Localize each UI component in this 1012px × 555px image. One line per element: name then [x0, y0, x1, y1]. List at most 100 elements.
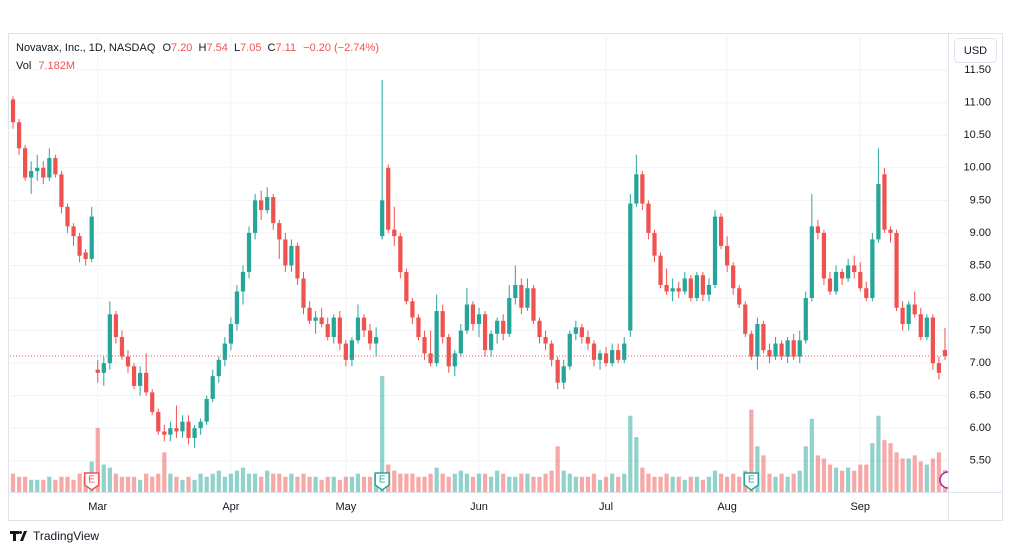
candle-body [858, 271, 863, 289]
candle-body [295, 245, 300, 279]
volume-bar [355, 473, 361, 492]
volume-bar [876, 415, 881, 492]
candle-body [307, 307, 312, 321]
volume-bar [652, 476, 657, 492]
candle-body [192, 428, 197, 438]
volume-bar [228, 473, 234, 492]
candle-body [688, 278, 693, 299]
volume-bar [23, 476, 28, 492]
candle-body [519, 284, 524, 308]
volume-bar [525, 473, 530, 492]
volume-bar [156, 473, 161, 492]
volume-bar [71, 479, 76, 492]
candle-body [95, 369, 100, 373]
candle-body [501, 320, 506, 334]
candle-body [670, 288, 675, 292]
candle-body [77, 236, 82, 256]
volume-bar [380, 376, 385, 492]
y-tick-label: 7.00 [970, 357, 991, 369]
candle-body [712, 216, 718, 285]
currency-label[interactable]: USD [964, 45, 987, 57]
volume-bar [271, 473, 276, 492]
volume-bar [803, 446, 808, 492]
volume-bar [47, 476, 52, 492]
volume-bar [718, 473, 724, 492]
volume-bar [222, 476, 227, 492]
candle-body [162, 431, 167, 435]
brand-name: TradingView [33, 529, 99, 543]
volume-bar [65, 476, 70, 492]
candle-body [537, 320, 542, 338]
y-tick-label: 10.00 [963, 162, 991, 174]
volume-bar [246, 473, 252, 492]
volume-bar [634, 437, 639, 492]
candle-body [900, 307, 905, 325]
candle-body [259, 200, 264, 211]
volume-bar [198, 473, 203, 492]
candle-body [779, 343, 784, 357]
candle-body [597, 353, 603, 360]
volume-bar [240, 467, 246, 492]
y-tick-label: 6.50 [970, 390, 991, 402]
candle-body [180, 421, 185, 432]
volume-bar [283, 476, 288, 492]
ohlc-label: H [199, 42, 207, 54]
candle-body [150, 392, 155, 412]
volume-bar [204, 476, 209, 492]
candle-body [573, 327, 578, 334]
candle-body [144, 372, 149, 393]
candle-body [71, 226, 76, 237]
ohlc-value: 7.11 [276, 42, 297, 54]
volume-bar [107, 467, 112, 492]
axes: 5.50 6.00 6.50 7.00 7.50 8.00 8.50 9.00 9.50 10.0… [10, 64, 991, 513]
candle-body [591, 343, 597, 360]
volume-bar [664, 473, 669, 492]
candle-body [610, 350, 615, 364]
candle-body [894, 232, 899, 308]
candle-body [131, 366, 137, 386]
volume-bar [470, 476, 476, 492]
candle-body [833, 271, 839, 292]
volume-bar [16, 476, 22, 492]
volume-bar [616, 476, 621, 492]
candle-body [737, 288, 742, 305]
volume-bar [101, 464, 106, 492]
candle-body [119, 337, 125, 357]
candle-body [876, 184, 881, 240]
volume-bar [585, 476, 591, 492]
x-tick-label: May [335, 501, 356, 513]
volume-bar [918, 461, 923, 492]
currency-button[interactable] [954, 38, 997, 63]
volume-bar [113, 473, 119, 492]
volume-bar [573, 476, 578, 492]
volume-bar [549, 470, 554, 492]
candle-body [23, 148, 28, 178]
volume-bar [755, 446, 760, 492]
candle-body [785, 340, 790, 357]
candle-body [495, 320, 500, 334]
volume-bar [343, 476, 348, 492]
volume-bar [234, 470, 240, 492]
volume-bar [870, 443, 875, 492]
candle-body [374, 337, 379, 344]
candle-body [113, 314, 119, 338]
volume-bar [325, 476, 330, 492]
volume-bar [162, 452, 167, 492]
candle-body [755, 324, 760, 357]
candle-body [797, 340, 802, 357]
volume-bar [174, 476, 179, 492]
volume-bar [640, 467, 645, 492]
ohlc-value: 7.05 [240, 42, 261, 54]
ohlc-label: O [162, 42, 171, 54]
earnings-label: E [748, 475, 755, 486]
volume-bar [906, 458, 911, 492]
candle-body [694, 275, 699, 299]
volume-bar [682, 479, 687, 492]
y-tick-label: 5.50 [970, 455, 991, 467]
candle-body [767, 350, 772, 357]
candle-body [198, 421, 203, 429]
earnings-label: E [379, 475, 386, 486]
candle-body [404, 271, 409, 302]
volume-bar [628, 415, 633, 492]
candle-body [252, 200, 258, 233]
